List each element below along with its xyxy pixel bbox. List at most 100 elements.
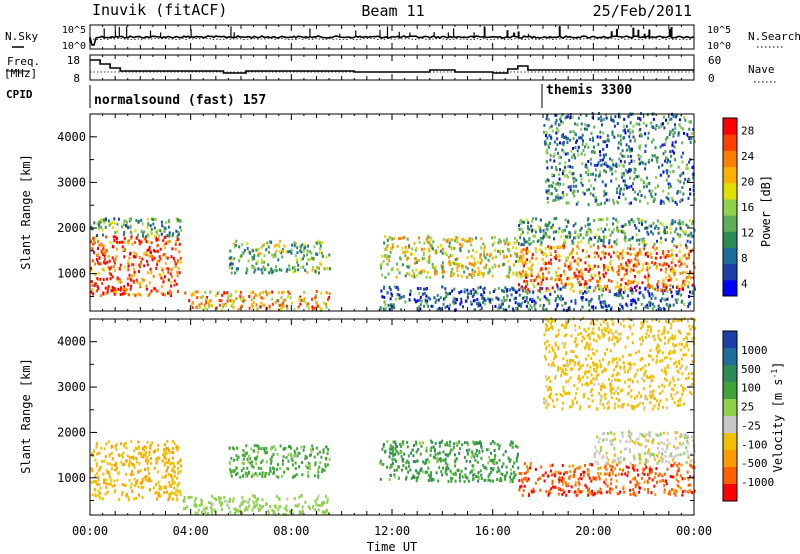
scatter-cell bbox=[327, 448, 330, 452]
scatter-cell bbox=[565, 193, 568, 196]
scatter-cell bbox=[133, 273, 136, 277]
scatter-cell bbox=[659, 241, 662, 244]
scatter-cell bbox=[253, 494, 256, 498]
scatter-cell bbox=[125, 288, 128, 292]
scatter-cell bbox=[634, 483, 637, 487]
scatter-cell bbox=[501, 472, 504, 476]
scatter-cell bbox=[562, 246, 565, 250]
scatter-cell bbox=[476, 298, 479, 301]
y-tick-label: 2000 bbox=[57, 221, 86, 235]
scatter-cell bbox=[169, 292, 172, 296]
scatter-cell bbox=[149, 267, 152, 271]
scatter-cell bbox=[120, 442, 123, 446]
scatter-cell bbox=[302, 448, 305, 452]
scatter-cell bbox=[577, 256, 580, 260]
scatter-cell bbox=[135, 278, 138, 282]
scatter-cell bbox=[128, 256, 131, 260]
scatter-cell bbox=[559, 276, 562, 280]
scatter-cell bbox=[228, 462, 231, 466]
scatter-cell bbox=[234, 271, 237, 275]
scatter-cell bbox=[509, 443, 512, 447]
scatter-cell bbox=[677, 133, 680, 137]
scatter-cell bbox=[667, 158, 669, 162]
scatter-cell bbox=[268, 251, 270, 254]
scatter-cell bbox=[464, 238, 467, 242]
scatter-cell bbox=[586, 188, 589, 192]
scatter-cell bbox=[676, 430, 679, 434]
scatter-cell bbox=[282, 455, 285, 459]
scatter-cell bbox=[639, 155, 642, 159]
scatter-cell bbox=[475, 441, 477, 444]
scatter-cell bbox=[93, 284, 96, 288]
scatter-cell bbox=[660, 459, 663, 462]
scatter-cell bbox=[421, 247, 423, 251]
scatter-cell bbox=[552, 485, 555, 489]
scatter-cell bbox=[515, 260, 517, 263]
scatter-cell bbox=[132, 255, 135, 258]
scatter-cell bbox=[156, 491, 159, 495]
scatter-cell bbox=[173, 259, 176, 263]
scatter-cell bbox=[661, 460, 664, 464]
scatter-cell bbox=[525, 276, 528, 279]
scatter-cell bbox=[683, 477, 686, 480]
scatter-cell bbox=[252, 494, 254, 498]
scatter-cell bbox=[637, 441, 640, 445]
scatter-cell bbox=[130, 485, 133, 489]
scatter-cell bbox=[160, 276, 163, 280]
scatter-cell bbox=[612, 201, 615, 205]
scatter-cell bbox=[96, 222, 99, 226]
scatter-cell bbox=[310, 251, 313, 255]
scatter-cell bbox=[661, 289, 664, 293]
scatter-cell bbox=[154, 234, 156, 238]
scatter-cell bbox=[672, 464, 674, 468]
scatter-cell bbox=[132, 263, 135, 267]
scatter-cell bbox=[565, 259, 568, 263]
scatter-cell bbox=[99, 294, 102, 298]
scatter-cell bbox=[619, 134, 622, 138]
scatter-cell bbox=[229, 472, 232, 476]
scatter-cell bbox=[477, 266, 480, 270]
scatter-cell bbox=[150, 289, 153, 293]
scatter-cell bbox=[477, 304, 480, 308]
scatter-cell bbox=[463, 480, 466, 484]
scatter-cell bbox=[678, 235, 681, 239]
scatter-cell bbox=[205, 301, 208, 305]
scatter-cell bbox=[635, 404, 638, 408]
scatter-cell bbox=[113, 221, 116, 225]
scatter-cell bbox=[311, 444, 314, 448]
scatter-cell bbox=[306, 253, 309, 257]
scatter-cell bbox=[573, 363, 576, 367]
scatter-cell bbox=[578, 281, 581, 285]
scatter-cell bbox=[433, 296, 436, 300]
scatter-cell bbox=[610, 179, 613, 183]
scatter-cell bbox=[654, 457, 657, 461]
scatter-cell bbox=[564, 152, 567, 156]
scatter-cell bbox=[545, 296, 548, 300]
scatter-cell bbox=[570, 149, 573, 153]
scatter-cell bbox=[630, 201, 633, 205]
scatter-cell bbox=[588, 487, 590, 491]
scatter-cell bbox=[432, 445, 435, 449]
scatter-cell bbox=[621, 296, 624, 300]
scatter-cell bbox=[105, 478, 108, 482]
scatter-cell bbox=[684, 271, 687, 275]
scatter-cell bbox=[616, 225, 618, 229]
scatter-cell bbox=[597, 246, 600, 250]
scatter-cell bbox=[219, 500, 221, 504]
scatter-cell bbox=[653, 305, 656, 308]
scatter-cell bbox=[416, 476, 419, 480]
scatter-cell bbox=[263, 254, 266, 258]
scatter-cell bbox=[623, 117, 626, 121]
scatter-cell bbox=[627, 434, 630, 438]
scatter-cell bbox=[431, 265, 434, 269]
scatter-cell bbox=[681, 284, 684, 288]
scatter-cell bbox=[461, 443, 464, 447]
scatter-cell bbox=[158, 234, 161, 238]
scatter-cell bbox=[615, 218, 618, 222]
scatter-cell bbox=[591, 489, 594, 493]
scatter-cell bbox=[131, 489, 134, 493]
scatter-cell bbox=[600, 227, 603, 231]
scatter-cell bbox=[239, 290, 242, 294]
scatter-cell bbox=[520, 256, 523, 260]
